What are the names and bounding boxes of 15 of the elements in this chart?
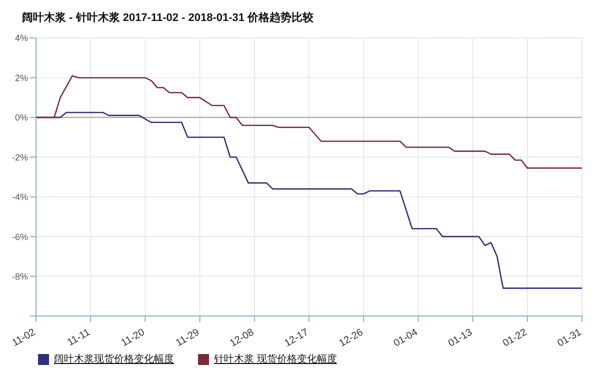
line-series: [36, 75, 582, 169]
y-tick-label: 0%: [14, 112, 28, 123]
y-tick-label: -2%: [12, 152, 28, 162]
x-tick-label: 01-31: [556, 326, 584, 350]
x-tick-label: 11-11: [66, 326, 92, 349]
legend-label: 阔叶木浆现货价格变化幅度: [54, 352, 174, 366]
y-tick-label: 2%: [14, 72, 28, 83]
y-tick-label: -4%: [12, 192, 28, 202]
x-tick-label: 11-29: [174, 326, 202, 350]
y-tick-label: 4%: [14, 33, 28, 44]
chart-title: 阔叶木浆 - 针叶木浆 2017-11-02 - 2018-01-31 价格趋势比较: [21, 10, 315, 26]
legend-label: 针叶木浆 现货价格变化幅度: [214, 352, 337, 366]
x-tick-label: 11-20: [120, 326, 148, 350]
y-tick-label: -8%: [12, 271, 28, 282]
y-tick-label: -6%: [12, 232, 28, 242]
